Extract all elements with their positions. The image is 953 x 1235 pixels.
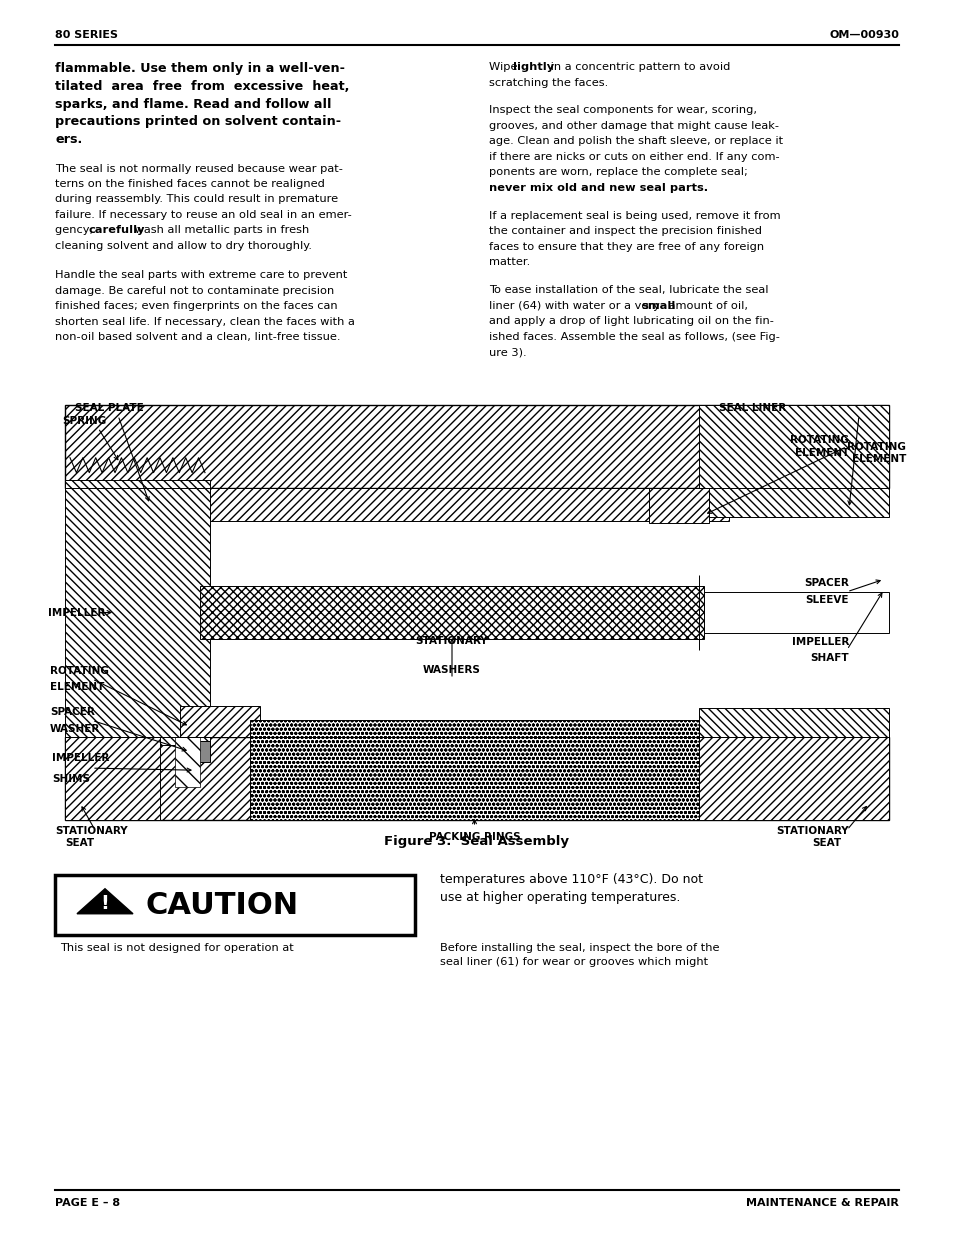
Text: SEAL LINER: SEAL LINER	[719, 404, 785, 414]
Text: ROTATING: ROTATING	[50, 666, 109, 676]
Text: Handle the seal parts with extreme care to prevent: Handle the seal parts with extreme care …	[55, 270, 347, 280]
Text: cleaning solvent and allow to dry thoroughly.: cleaning solvent and allow to dry thorou…	[55, 241, 312, 251]
Text: 80 SERIES: 80 SERIES	[55, 30, 118, 40]
Text: WASHER: WASHER	[50, 724, 100, 734]
Text: STATIONARY: STATIONARY	[55, 826, 128, 836]
Text: WASHERS: WASHERS	[422, 664, 480, 674]
Text: ers.: ers.	[55, 133, 82, 146]
Text: failure. If necessary to reuse an old seal in an emer-: failure. If necessary to reuse an old se…	[55, 210, 352, 220]
Text: ELEMENT: ELEMENT	[50, 682, 104, 692]
Text: sparks, and flame. Read and follow all: sparks, and flame. Read and follow all	[55, 98, 331, 111]
Bar	[250, 720, 699, 820]
Text: IMPELLER: IMPELLER	[791, 636, 848, 647]
Text: STATIONARY: STATIONARY	[416, 636, 488, 646]
Text: ROTATING: ROTATING	[789, 435, 848, 446]
Text: SHAFT: SHAFT	[809, 653, 848, 663]
Text: temperatures above 110°F (43°C). Do not
use at higher operating temperatures.: temperatures above 110°F (43°C). Do not …	[439, 873, 702, 904]
Bar	[200, 585, 703, 640]
Text: ure 3).: ure 3).	[489, 347, 527, 357]
Text: SHIMS: SHIMS	[52, 773, 90, 783]
Text: STATIONARY: STATIONARY	[776, 826, 848, 836]
Text: faces to ensure that they are free of any foreign: faces to ensure that they are free of an…	[489, 242, 763, 252]
Text: SEAT: SEAT	[811, 839, 841, 848]
Text: scratching the faces.: scratching the faces.	[489, 78, 608, 88]
Text: liner (64) with water or a very: liner (64) with water or a very	[489, 300, 663, 311]
Bar	[688, 737, 888, 820]
Text: SEAL PLATE: SEAL PLATE	[75, 404, 144, 414]
Text: PACKING RINGS: PACKING RINGS	[428, 832, 519, 842]
Text: PAGE E – 8: PAGE E – 8	[55, 1198, 120, 1208]
Text: age. Clean and polish the shaft sleeve, or replace it: age. Clean and polish the shaft sleeve, …	[489, 136, 782, 147]
Text: SPACER: SPACER	[50, 708, 94, 718]
Text: Figure 3.  Seal Assembly: Figure 3. Seal Assembly	[384, 835, 569, 848]
Text: amount of oil,: amount of oil,	[665, 300, 748, 311]
Bar	[65, 737, 160, 820]
Text: Wipe: Wipe	[489, 62, 521, 72]
Bar	[185, 741, 210, 762]
Text: and apply a drop of light lubricating oil on the fin-: and apply a drop of light lubricating oi…	[489, 316, 774, 326]
Text: in a concentric pattern to avoid: in a concentric pattern to avoid	[546, 62, 729, 72]
Text: CAUTION: CAUTION	[145, 890, 297, 920]
Text: This seal is not designed for operation at: This seal is not designed for operation …	[60, 944, 294, 953]
Text: !: !	[100, 894, 110, 913]
Text: grooves, and other damage that might cause leak-: grooves, and other damage that might cau…	[489, 121, 779, 131]
Text: flammable. Use them only in a well-ven-: flammable. Use them only in a well-ven-	[55, 62, 345, 75]
Text: never mix old and new seal parts.: never mix old and new seal parts.	[489, 183, 708, 193]
Text: SPRING: SPRING	[62, 416, 106, 426]
Text: lightly: lightly	[513, 62, 554, 72]
Bar	[65, 479, 210, 745]
Text: non-oil based solvent and a clean, lint-free tissue.: non-oil based solvent and a clean, lint-…	[55, 332, 340, 342]
Text: MAINTENANCE & REPAIR: MAINTENANCE & REPAIR	[745, 1198, 898, 1208]
Text: Inspect the seal components for wear, scoring,: Inspect the seal components for wear, sc…	[489, 105, 757, 115]
Bar	[55, 876, 415, 935]
Text: The seal is not normally reused because wear pat-: The seal is not normally reused because …	[55, 163, 342, 173]
Text: SLEEVE: SLEEVE	[804, 595, 848, 605]
Text: shorten seal life. If necessary, clean the faces with a: shorten seal life. If necessary, clean t…	[55, 317, 355, 327]
Text: Before installing the seal, inspect the bore of the
seal liner (61) for wear or : Before installing the seal, inspect the …	[439, 944, 719, 967]
Text: ished faces. Assemble the seal as follows, (see Fig-: ished faces. Assemble the seal as follow…	[489, 332, 780, 342]
Text: SEAT: SEAT	[65, 839, 94, 848]
Text: during reassembly. This could result in premature: during reassembly. This could result in …	[55, 194, 337, 205]
Bar	[648, 488, 708, 524]
Bar	[174, 737, 200, 787]
Text: IMPELLER: IMPELLER	[52, 753, 110, 763]
Text: OM—00930: OM—00930	[828, 30, 898, 40]
Text: the container and inspect the precision finished: the container and inspect the precision …	[489, 226, 761, 236]
Text: IMPELLER: IMPELLER	[48, 608, 105, 618]
Text: wash all metallic parts in fresh: wash all metallic parts in fresh	[131, 226, 309, 236]
Text: If a replacement seal is being used, remove it from: If a replacement seal is being used, rem…	[489, 211, 781, 221]
Text: if there are nicks or cuts on either end. If any com-: if there are nicks or cuts on either end…	[489, 152, 780, 162]
Text: ponents are worn, replace the complete seal;: ponents are worn, replace the complete s…	[489, 168, 747, 178]
Bar	[699, 708, 888, 820]
Bar	[50, 405, 903, 820]
Bar	[699, 405, 888, 517]
Text: damage. Be careful not to contaminate precision: damage. Be careful not to contaminate pr…	[55, 287, 334, 296]
Text: matter.: matter.	[489, 257, 530, 267]
Text: carefully: carefully	[89, 226, 145, 236]
Text: small: small	[641, 300, 676, 311]
Bar	[703, 592, 888, 634]
Text: tilated  area  free  from  excessive  heat,: tilated area free from excessive heat,	[55, 80, 349, 93]
Text: gency,: gency,	[55, 226, 96, 236]
Polygon shape	[77, 889, 132, 914]
Text: ROTATING
ELEMENT: ROTATING ELEMENT	[846, 442, 905, 463]
Text: To ease installation of the seal, lubricate the seal: To ease installation of the seal, lubric…	[489, 285, 768, 295]
Text: precautions printed on solvent contain-: precautions printed on solvent contain-	[55, 115, 341, 128]
Bar	[65, 405, 888, 488]
Text: ELEMENT: ELEMENT	[794, 448, 848, 458]
Bar	[65, 737, 888, 820]
Bar	[180, 706, 260, 737]
Text: SPACER: SPACER	[803, 578, 848, 588]
Text: finished faces; even fingerprints on the faces can: finished faces; even fingerprints on the…	[55, 301, 337, 311]
Bar	[210, 488, 728, 521]
Text: terns on the finished faces cannot be realigned: terns on the finished faces cannot be re…	[55, 179, 325, 189]
